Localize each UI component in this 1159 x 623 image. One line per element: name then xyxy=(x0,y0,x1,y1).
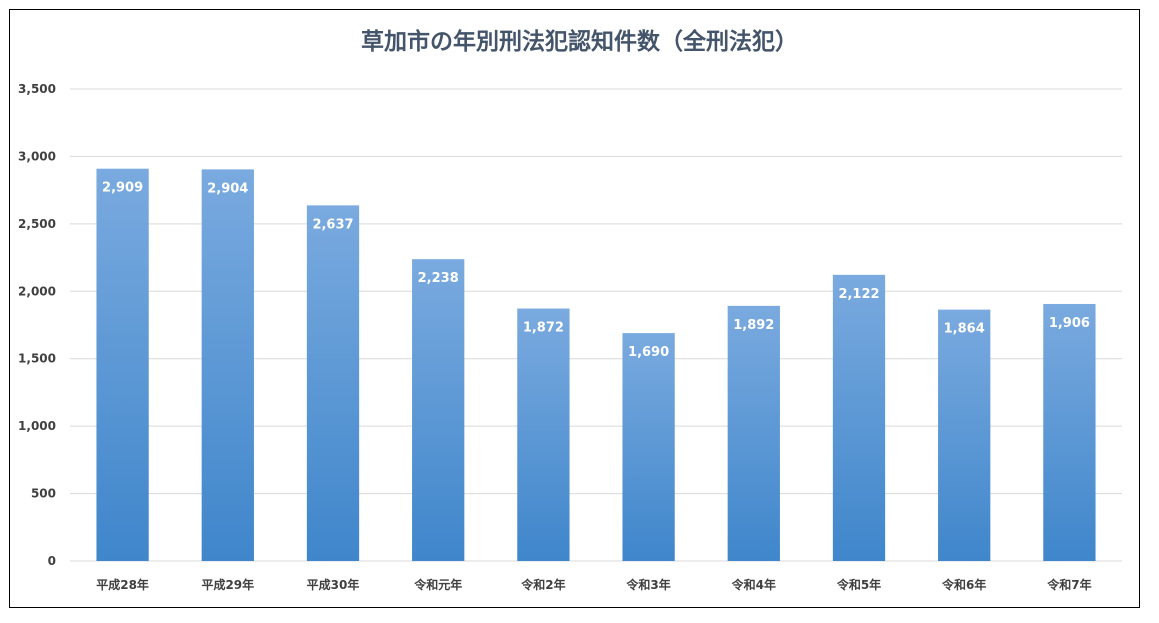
y-tick-label: 2,000 xyxy=(18,284,56,298)
data-label: 1,872 xyxy=(523,321,564,336)
x-category-label: 令和元年 xyxy=(413,577,462,592)
bar xyxy=(412,259,465,561)
y-tick-label: 2,500 xyxy=(18,217,56,231)
x-category-label: 令和6年 xyxy=(941,577,986,592)
bar xyxy=(727,305,780,561)
x-axis-categories: 平成28年 平成29年 平成30年 令和元年 令和2年 令和3年 令和4年 令和5年 令和6年 令… xyxy=(96,577,1091,592)
data-label: 2,238 xyxy=(418,271,459,286)
bar xyxy=(938,309,991,561)
data-label: 1,892 xyxy=(733,318,774,333)
x-category-label: 令和7年 xyxy=(1046,577,1091,592)
x-category-label: 平成29年 xyxy=(201,577,254,592)
x-category-label: 令和4年 xyxy=(731,577,776,592)
y-tick-label: 1,500 xyxy=(18,352,56,366)
data-labels: 2,909 2,904 2,637 2,238 1,872 1,690 1,892 2,122… xyxy=(102,181,1090,360)
x-category-label: 令和2年 xyxy=(520,577,565,592)
data-label: 2,909 xyxy=(102,181,143,196)
bar xyxy=(1043,303,1096,561)
y-tick-label: 1,000 xyxy=(18,419,56,433)
bar xyxy=(832,274,886,561)
y-axis-ticks: 0 500 1,000 1,500 2,000 2,500 3,000 3,500 xyxy=(18,82,56,568)
x-category-label: 平成28年 xyxy=(96,577,149,592)
data-label: 2,637 xyxy=(312,217,353,232)
x-category-label: 平成30年 xyxy=(307,577,360,592)
data-label: 2,904 xyxy=(207,181,248,196)
bar xyxy=(201,169,254,561)
data-label: 1,864 xyxy=(944,322,985,337)
y-tick-label: 3,000 xyxy=(18,149,56,163)
y-tick-label: 3,500 xyxy=(18,82,56,96)
x-category-label: 令和3年 xyxy=(625,577,670,592)
data-label: 2,122 xyxy=(838,287,879,302)
y-tick-label: 500 xyxy=(31,487,56,501)
x-category-label: 令和5年 xyxy=(836,577,881,592)
bars xyxy=(96,168,1096,562)
bar xyxy=(306,205,360,561)
y-tick-label: 0 xyxy=(48,554,56,568)
bar xyxy=(517,308,570,561)
bar xyxy=(622,333,675,561)
data-label: 1,690 xyxy=(628,345,669,360)
data-label: 1,906 xyxy=(1049,316,1090,331)
bar xyxy=(96,168,149,562)
chart-title: 草加市の年別刑法犯認知件数（全刑法犯） xyxy=(361,29,798,55)
